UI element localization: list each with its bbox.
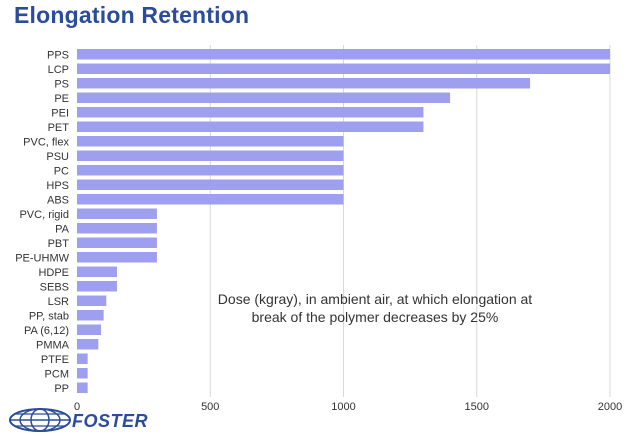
bars [77, 49, 610, 393]
category-label: PSU [46, 151, 69, 163]
category-label: PET [48, 122, 70, 134]
category-label: HPS [46, 180, 69, 192]
bar [77, 281, 117, 292]
x-tick-label: 0 [74, 401, 80, 413]
bar [77, 63, 610, 74]
bar [77, 310, 104, 321]
category-label: PS [54, 78, 69, 90]
bar [77, 353, 88, 364]
chart-annotation: Dose (kgray), in ambient air, at which e… [217, 291, 533, 325]
category-label: PP, stab [29, 310, 69, 322]
category-label: PE-UHMW [15, 252, 69, 264]
category-label: PP [54, 383, 69, 395]
category-label: LSR [48, 296, 69, 308]
category-label: PCM [45, 368, 69, 380]
category-label: PC [54, 165, 69, 177]
category-label: LCP [48, 64, 69, 76]
category-label: HDPE [38, 267, 69, 279]
category-label: ABS [47, 194, 69, 206]
bar [77, 368, 88, 379]
grid-lines [209, 45, 611, 397]
x-axis-ticks: 0 500 1000 1500 2000 [74, 401, 622, 413]
globe-logo-icon [9, 408, 71, 432]
x-tick-label: 1000 [331, 401, 355, 413]
x-tick-label: 2000 [598, 401, 622, 413]
bar [77, 136, 344, 147]
bar [77, 223, 157, 234]
category-label: PVC, flex [23, 136, 69, 148]
category-label: PPS [47, 49, 69, 61]
bar [77, 179, 344, 190]
bar [77, 49, 610, 60]
bar [77, 208, 157, 219]
company-logo-text: FOSTER [72, 411, 149, 431]
bar [77, 382, 88, 393]
category-label: SEBS [40, 281, 69, 293]
category-label: PBT [48, 238, 70, 250]
bar [77, 78, 531, 89]
bar [77, 150, 344, 161]
category-label: PMMA [36, 339, 70, 351]
bar [77, 121, 424, 132]
bar [77, 107, 424, 118]
bar [77, 266, 117, 277]
bar [77, 165, 344, 176]
bar [77, 324, 101, 335]
bar [77, 194, 344, 205]
bar [77, 295, 107, 306]
category-label: PE [54, 93, 69, 105]
category-label: PEI [51, 107, 69, 119]
category-label: PA [55, 223, 70, 235]
bar [77, 92, 451, 103]
bar [77, 237, 157, 248]
chart-title: Elongation Retention [14, 2, 250, 28]
x-tick-label: 500 [201, 401, 219, 413]
category-label: PA (6,12) [24, 325, 69, 337]
bar [77, 252, 157, 263]
category-label: PVC, rigid [19, 209, 69, 221]
category-labels: PPS LCP PS PE PEI PET PVC, flex PSU PC HPS ABS PVC,… [15, 49, 69, 395]
bar [77, 339, 99, 350]
category-label: PTFE [41, 354, 69, 366]
x-tick-label: 1500 [465, 401, 489, 413]
